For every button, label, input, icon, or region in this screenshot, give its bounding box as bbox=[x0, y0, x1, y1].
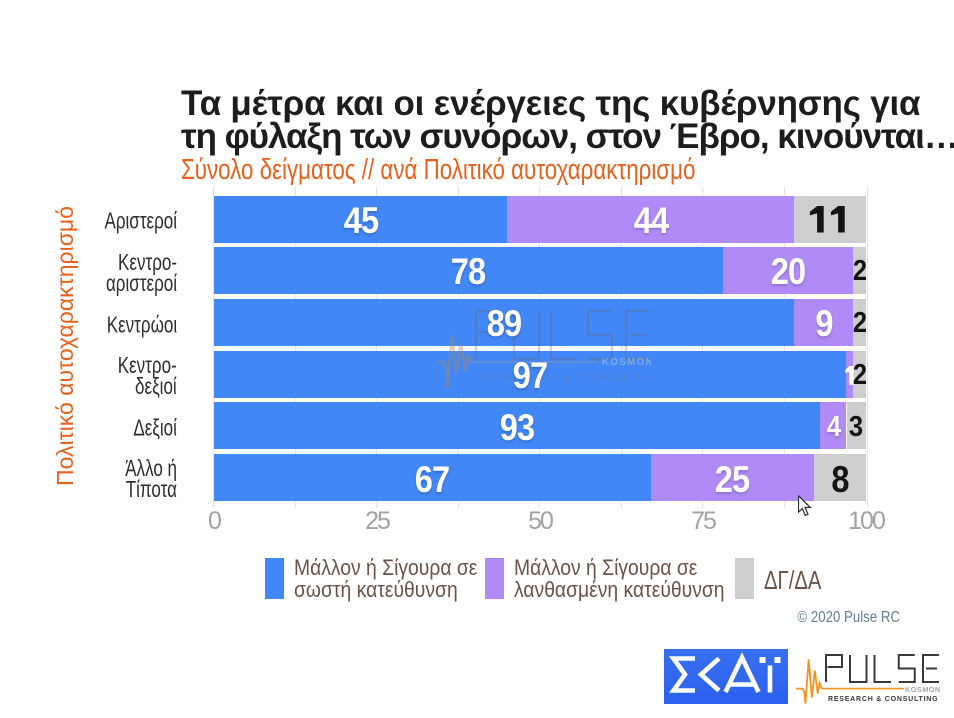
svg-text:KOSMON: KOSMON bbox=[905, 685, 941, 694]
svg-text:KOSMON: KOSMON bbox=[602, 357, 651, 368]
svg-text:RESEARCH & CONSULTING: RESEARCH & CONSULTING bbox=[480, 372, 651, 384]
svg-text:RESEARCH & CONSULTING: RESEARCH & CONSULTING bbox=[828, 696, 938, 703]
